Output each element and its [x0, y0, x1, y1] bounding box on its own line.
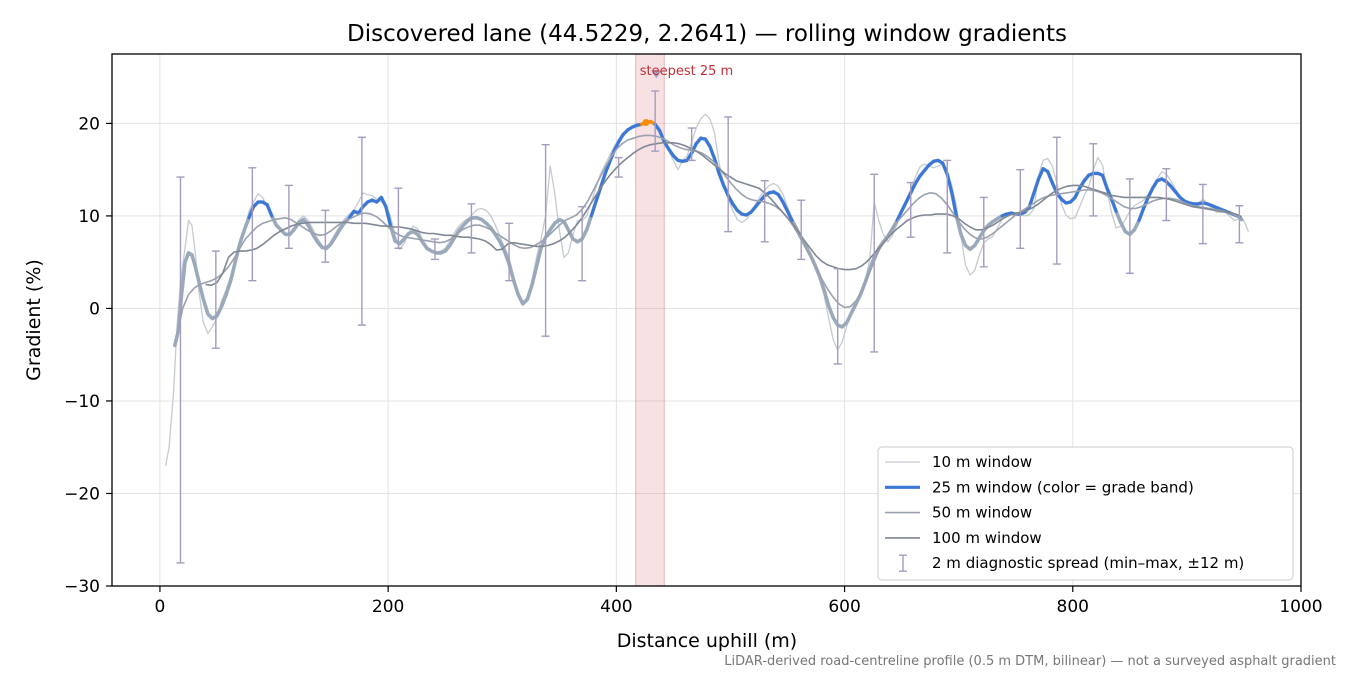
- x-axis-label: Distance uphill (m): [617, 630, 797, 652]
- legend-label: 10 m window: [932, 453, 1032, 471]
- series-25m-segment: [722, 183, 730, 198]
- spread-errorbar: [979, 196, 988, 268]
- series-25m-segment: [904, 191, 913, 204]
- series-25m-segment: [1073, 186, 1082, 199]
- y-tick-label: 0: [89, 299, 100, 319]
- series-25m-segment: [909, 182, 917, 195]
- spread-errorbar: [1016, 168, 1025, 249]
- plot-area: steepest 25 m 0 200 400 600 800 1000 −30 −20 −10 0…: [64, 53, 1323, 617]
- x-tick-label: 400: [600, 597, 632, 617]
- x-tick-label: 1000: [1279, 597, 1322, 617]
- series-25m-segment: [1142, 195, 1150, 211]
- series-25m-segment: [900, 200, 908, 213]
- legend-item: 10 m window: [885, 453, 1032, 471]
- steepest-band: [635, 53, 665, 587]
- series-25m-segment: [708, 145, 716, 161]
- legend: 10 m window 25 m window (color = grade ba…: [877, 446, 1294, 581]
- spread-errorbar: [357, 136, 366, 326]
- y-tick-label: −10: [64, 392, 100, 412]
- y-tick-label: 20: [78, 114, 100, 134]
- y-axis-label: Gradient (%): [23, 259, 45, 381]
- series-25m-segment: [1137, 207, 1146, 223]
- series-25m-segment: [379, 195, 388, 209]
- spread-errorbar: [906, 181, 915, 238]
- series-10m-line: [164, 113, 1250, 466]
- spread-errorbar: [541, 143, 550, 337]
- series-25m-segment: [1032, 177, 1041, 195]
- spread-errorbar: [578, 205, 587, 282]
- x-tick-label: 200: [372, 597, 404, 617]
- spread-errorbar: [870, 173, 879, 353]
- series-25m-segment: [950, 191, 958, 218]
- x-tick-label: 0: [155, 597, 166, 617]
- spread-errorbar: [211, 250, 220, 349]
- chart-title: Discovered lane (44.5229, 2.2641) — roll…: [347, 21, 1067, 47]
- spread-errorbar: [1162, 168, 1171, 222]
- series-25m-segment: [1100, 173, 1109, 190]
- spread-errorbar: [176, 176, 185, 564]
- legend-label: 2 m diagnostic spread (min–max, ±12 m): [932, 554, 1244, 572]
- spread-errorbar: [833, 267, 842, 365]
- spread-errorbar: [1198, 183, 1207, 245]
- y-tick-label: −20: [64, 484, 100, 504]
- series-25m-segment: [603, 160, 612, 176]
- series-25m-segment: [1046, 170, 1054, 185]
- x-tick-label: 800: [1057, 597, 1089, 617]
- series-25m-segment: [658, 129, 666, 144]
- spread-errorbar: [1125, 178, 1134, 274]
- series-25m-segment: [1146, 186, 1155, 199]
- series-25m-segment: [895, 209, 904, 223]
- series-25m-segment: [690, 142, 698, 155]
- spread-errorbar: [943, 159, 952, 254]
- legend-item: 2 m diagnostic spread (min–max, ±12 m): [899, 554, 1244, 572]
- spread-errorbar: [614, 156, 623, 178]
- legend-box: [877, 446, 1294, 581]
- series-25m-segment: [941, 161, 949, 176]
- series-25m-segment: [265, 203, 274, 218]
- series-25m-segment: [786, 209, 794, 223]
- spread-errorbar: [505, 222, 514, 282]
- steepest-label: steepest 25 m: [640, 64, 733, 79]
- series-25m-segment: [1027, 191, 1036, 209]
- spread-errorbar: [430, 238, 439, 261]
- series-25m-segment: [781, 200, 790, 213]
- legend-item: 50 m window: [885, 504, 1032, 522]
- steepest-marker-triangle: [651, 70, 662, 79]
- series-25m-segment: [589, 200, 598, 218]
- spread-errorbar: [760, 180, 769, 243]
- spread-errorbar: [724, 116, 733, 233]
- series-100m-line: [205, 142, 1243, 287]
- legend-item: 100 m window: [885, 529, 1042, 547]
- spread-errorbar: [1235, 205, 1244, 244]
- series-25m-segment: [384, 205, 392, 227]
- series-50m-line: [176, 134, 1243, 337]
- spread-errorbar: [467, 203, 476, 254]
- series-25m-segment: [726, 194, 735, 206]
- spread-errorbar: [1089, 143, 1098, 217]
- series-25m-segment: [612, 140, 621, 153]
- legend-label: 25 m window (color = grade band): [932, 478, 1194, 496]
- spread-errorbar: [284, 184, 293, 249]
- plot-frame: [111, 53, 1302, 587]
- spread-errorbar: [1052, 136, 1061, 265]
- spread-errorbar: [687, 127, 696, 162]
- series-25m-segment: [1110, 197, 1118, 213]
- legend-item: 25 m window (color = grade band): [885, 478, 1194, 496]
- spread-errorbar: [797, 199, 806, 261]
- series-25m-segment: [945, 172, 954, 195]
- series-25m-segment: [1037, 167, 1045, 181]
- legend-label: 50 m window: [932, 504, 1032, 522]
- y-tick-label: −30: [64, 577, 100, 597]
- spread-errorbar: [321, 209, 330, 263]
- x-tick-label: 600: [828, 597, 860, 617]
- footnote: LiDAR-derived road-centreline profile (0…: [724, 654, 1336, 669]
- spread-errorbar: [394, 187, 403, 249]
- peak-marker-dot: [642, 118, 650, 126]
- spread-errorbar: [248, 167, 257, 282]
- series-25m-segment: [717, 171, 726, 187]
- spread-errorbar: [651, 90, 660, 152]
- legend-label: 100 m window: [932, 529, 1042, 547]
- y-tick-label: 10: [78, 207, 100, 227]
